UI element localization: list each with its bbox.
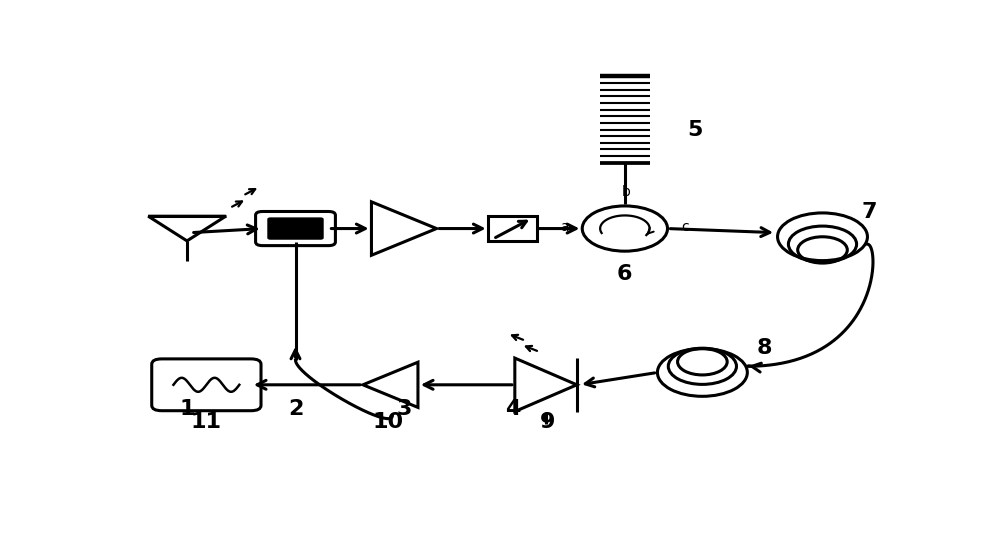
- Text: 9: 9: [540, 412, 555, 432]
- FancyBboxPatch shape: [256, 211, 335, 246]
- Text: 2: 2: [288, 399, 303, 420]
- Text: 11: 11: [191, 412, 222, 432]
- Bar: [488, 216, 537, 241]
- Text: 1: 1: [179, 399, 195, 420]
- Text: b: b: [622, 185, 631, 199]
- Text: c: c: [681, 221, 689, 234]
- Text: 5: 5: [687, 120, 702, 140]
- Text: 10: 10: [373, 412, 404, 432]
- FancyBboxPatch shape: [152, 359, 261, 411]
- Text: 8: 8: [757, 338, 772, 358]
- Text: 6: 6: [617, 264, 633, 284]
- Circle shape: [582, 206, 668, 251]
- FancyBboxPatch shape: [268, 218, 323, 239]
- Text: 3: 3: [396, 399, 412, 420]
- Text: 4: 4: [505, 399, 520, 420]
- Text: a: a: [560, 221, 568, 234]
- Text: 7: 7: [861, 202, 877, 222]
